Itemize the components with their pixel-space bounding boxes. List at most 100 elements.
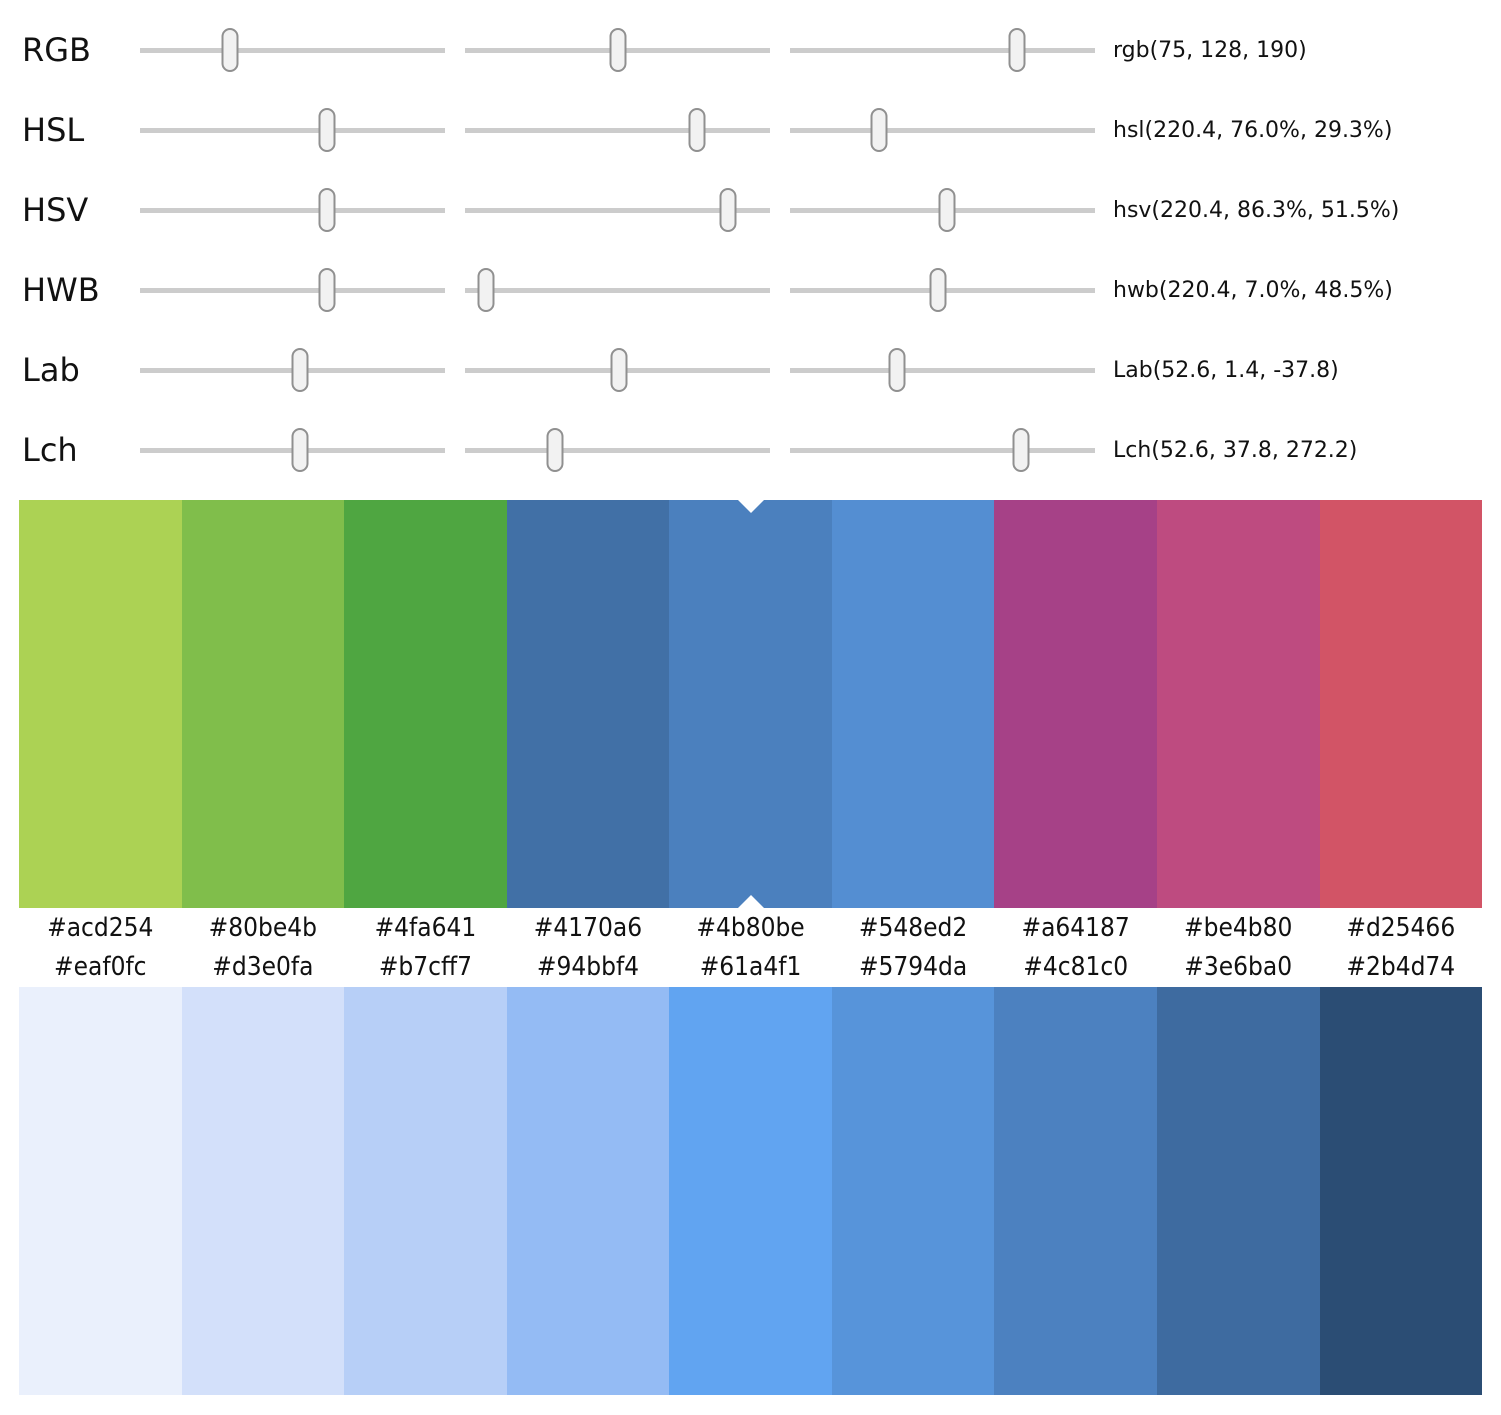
lch-l-slider[interactable] (140, 426, 445, 474)
hue-scale-palette (19, 500, 1483, 908)
rgb-value-text: rgb(75, 128, 190) (1113, 37, 1307, 63)
slider-track (465, 447, 770, 453)
hue-swatch-0[interactable] (19, 500, 182, 908)
selection-notch-top-icon (737, 500, 764, 513)
hue-swatch-8[interactable] (1319, 500, 1483, 908)
hue-swatch-3[interactable] (506, 500, 670, 908)
slider-thumb[interactable] (318, 268, 336, 312)
hex-label: #d25466 (1346, 912, 1456, 943)
slider-row-hwb: HWB hwb(220.4, 7.0%, 48.5%) (0, 250, 1501, 330)
hsl-s-slider[interactable] (465, 106, 770, 154)
tint-shade-swatch-1[interactable] (181, 987, 345, 1395)
slider-track (140, 127, 445, 133)
row-label-hwb: HWB (22, 271, 100, 309)
lab-b-slider[interactable] (790, 346, 1095, 394)
hsv-s-slider[interactable] (465, 186, 770, 234)
row-label-hsv: HSV (22, 191, 89, 229)
tint-shade-swatch-4[interactable] (669, 987, 832, 1395)
hwb-b-slider[interactable] (790, 266, 1095, 314)
row-label-lch: Lch (22, 431, 78, 469)
hwb-h-slider[interactable] (140, 266, 445, 314)
row-label-hsl: HSL (22, 111, 85, 149)
slider-track (790, 367, 1095, 373)
lab-a-slider[interactable] (465, 346, 770, 394)
hue-swatch-4-selected[interactable] (669, 500, 832, 908)
hsv-v-slider[interactable] (790, 186, 1095, 234)
slider-thumb[interactable] (609, 28, 627, 72)
hue-swatch-6[interactable] (994, 500, 1157, 908)
lch-h-slider[interactable] (790, 426, 1095, 474)
slider-track (140, 47, 445, 53)
slider-thumb[interactable] (546, 428, 564, 472)
lab-value-text: Lab(52.6, 1.4, -37.8) (1113, 357, 1339, 383)
hwb-w-slider[interactable] (465, 266, 770, 314)
slider-thumb[interactable] (291, 428, 309, 472)
hex-label: #d3e0fa (212, 952, 314, 982)
slider-thumb[interactable] (688, 108, 706, 152)
slider-thumb[interactable] (929, 268, 947, 312)
lch-c-slider[interactable] (465, 426, 770, 474)
hsl-l-slider[interactable] (790, 106, 1095, 154)
tint-shade-swatch-2[interactable] (344, 987, 507, 1395)
slider-row-lch: Lch Lch(52.6, 37.8, 272.2) (0, 410, 1501, 490)
hex-label: #eaf0fc (54, 952, 147, 982)
slider-thumb[interactable] (1012, 428, 1030, 472)
slider-track (465, 127, 770, 133)
slider-thumb[interactable] (318, 188, 336, 232)
slider-track (465, 287, 770, 293)
tint-shade-swatch-8[interactable] (1319, 987, 1483, 1395)
hex-label: #4fa641 (374, 912, 477, 943)
slider-row-rgb: RGB rgb(75, 128, 190) (0, 10, 1501, 90)
rgb-r-slider[interactable] (140, 26, 445, 74)
slider-thumb[interactable] (318, 108, 336, 152)
slider-thumb[interactable] (870, 108, 888, 152)
row-label-lab: Lab (22, 351, 80, 389)
hex-label: #548ed2 (858, 912, 968, 943)
lch-value-text: Lch(52.6, 37.8, 272.2) (1113, 437, 1358, 463)
tint-shade-swatch-7[interactable] (1156, 987, 1320, 1395)
tint-shade-hex-row: #eaf0fc #d3e0fa #b7cff7 #94bbf4 #61a4f1 … (19, 947, 1482, 987)
slider-thumb[interactable] (719, 188, 737, 232)
slider-track (790, 127, 1095, 133)
slider-thumb[interactable] (938, 188, 956, 232)
slider-thumb[interactable] (291, 348, 309, 392)
hex-label: #5794da (858, 952, 968, 982)
hex-label: #4c81c0 (1023, 952, 1129, 982)
slider-thumb[interactable] (610, 348, 628, 392)
hex-label: #a64187 (1021, 912, 1130, 943)
slider-thumb[interactable] (888, 348, 906, 392)
slider-thumb[interactable] (1008, 28, 1026, 72)
hex-label: #61a4f1 (699, 952, 802, 982)
rgb-b-slider[interactable] (790, 26, 1095, 74)
tint-shade-swatch-5[interactable] (831, 987, 995, 1395)
rgb-g-slider[interactable] (465, 26, 770, 74)
hue-scale-hex-row: #acd254 #80be4b #4fa641 #4170a6 #4b80be … (19, 908, 1482, 947)
hue-swatch-2[interactable] (344, 500, 507, 908)
hue-swatch-7[interactable] (1156, 500, 1320, 908)
lab-l-slider[interactable] (140, 346, 445, 394)
hwb-value-text: hwb(220.4, 7.0%, 48.5%) (1113, 277, 1393, 303)
hue-swatch-5[interactable] (831, 500, 995, 908)
slider-track (140, 287, 445, 293)
hue-swatch-1[interactable] (181, 500, 345, 908)
hex-label: #b7cff7 (378, 952, 472, 982)
hsl-h-slider[interactable] (140, 106, 445, 154)
slider-track (465, 207, 770, 213)
slider-thumb[interactable] (221, 28, 239, 72)
slider-row-hsl: HSL hsl(220.4, 76.0%, 29.3%) (0, 90, 1501, 170)
hex-label: #3e6ba0 (1184, 952, 1293, 982)
tint-shade-swatch-0[interactable] (19, 987, 182, 1395)
tint-shade-swatch-6[interactable] (994, 987, 1157, 1395)
slider-thumb[interactable] (477, 268, 495, 312)
slider-track (140, 207, 445, 213)
hex-label: #94bbf4 (536, 952, 640, 982)
selection-notch-bottom-icon (737, 895, 764, 908)
hex-label: #80be4b (208, 912, 318, 943)
slider-row-lab: Lab Lab(52.6, 1.4, -37.8) (0, 330, 1501, 410)
slider-row-hsv: HSV hsv(220.4, 86.3%, 51.5%) (0, 170, 1501, 250)
hsv-h-slider[interactable] (140, 186, 445, 234)
tint-shade-swatch-3[interactable] (506, 987, 670, 1395)
hsv-value-text: hsv(220.4, 86.3%, 51.5%) (1113, 197, 1400, 223)
hex-label: #4b80be (696, 912, 805, 943)
hex-label: #be4b80 (1184, 912, 1293, 943)
